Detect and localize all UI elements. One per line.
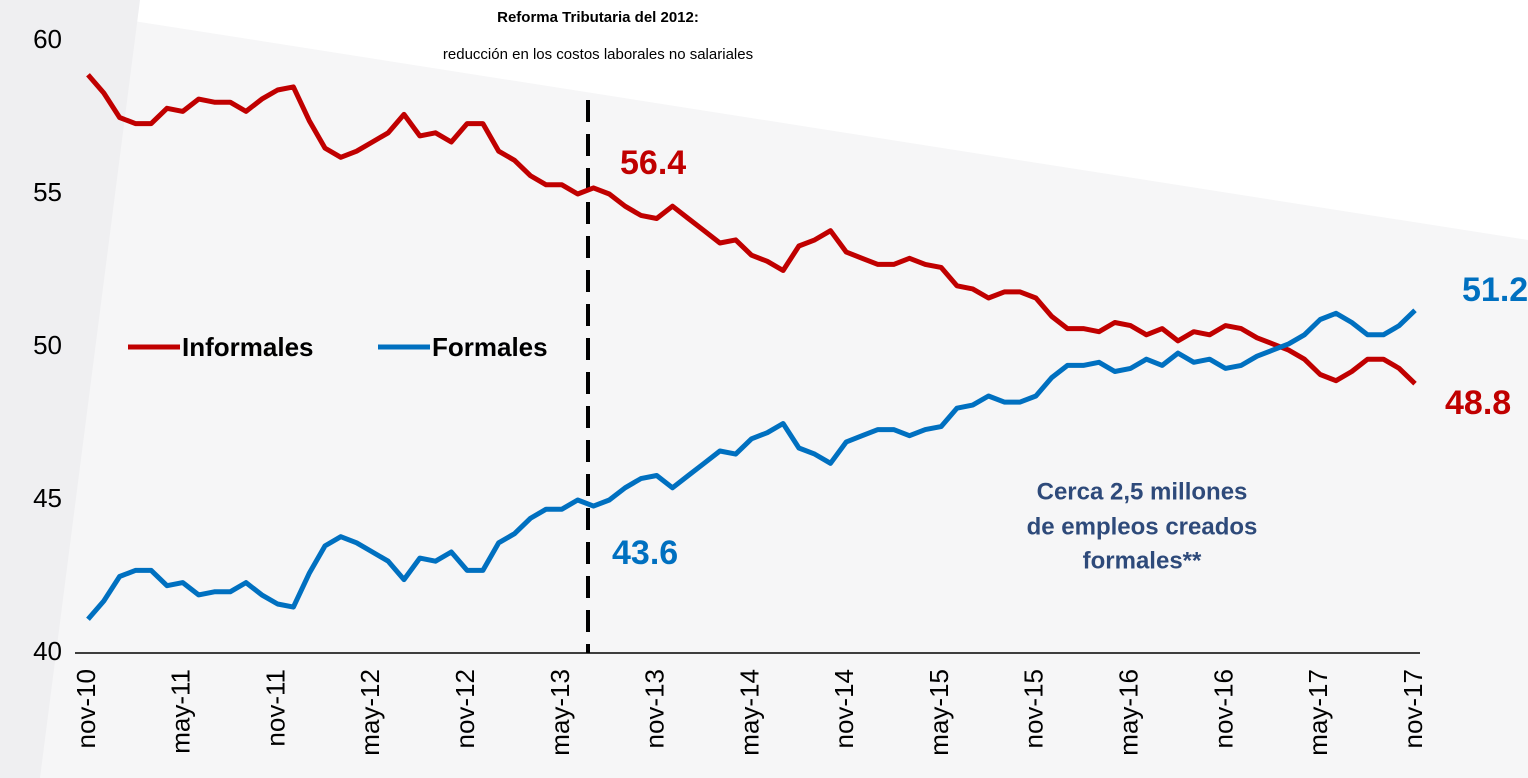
note: de empleos creados — [1027, 513, 1258, 540]
y-tick-label: 40 — [33, 636, 62, 666]
series-line — [86, 73, 1417, 386]
note: formales** — [1083, 547, 1202, 574]
annotation: 43.6 — [612, 534, 678, 572]
y-tick-label: 60 — [33, 24, 62, 54]
annotation: 56.4 — [620, 144, 686, 182]
legend-label: Informales — [182, 332, 314, 362]
chart-subtitle: reducción en los costos laborales no sal… — [443, 46, 753, 63]
chart-title: Reforma Tributaria del 2012: — [497, 9, 699, 26]
annotation: 48.8 — [1445, 384, 1511, 422]
background-shape — [0, 0, 140, 778]
y-tick-label: 45 — [33, 483, 62, 513]
x-tick-label: may-12 — [355, 669, 385, 756]
x-tick-label: may-13 — [545, 669, 575, 756]
y-tick-label: 55 — [33, 177, 62, 207]
x-tick-label: nov-11 — [260, 669, 290, 747]
x-tick-label: nov-12 — [450, 669, 480, 749]
x-tick-label: nov-13 — [640, 669, 670, 749]
legend-label: Formales — [432, 332, 548, 362]
x-tick-label: may-16 — [1114, 669, 1144, 756]
x-tick-label: nov-17 — [1398, 669, 1428, 749]
x-tick-label: may-14 — [734, 669, 764, 756]
x-tick-label: nov-14 — [829, 669, 859, 749]
x-tick-label: may-15 — [924, 669, 954, 756]
y-tick-label: 50 — [33, 330, 62, 360]
x-tick-label: may-17 — [1303, 669, 1333, 756]
x-tick-label: nov-16 — [1208, 669, 1238, 749]
note: Cerca 2,5 millones — [1037, 478, 1248, 505]
x-tick-label: may-11 — [166, 669, 196, 754]
series-line — [86, 308, 1417, 621]
x-tick-label: nov-10 — [71, 669, 101, 749]
x-tick-label: nov-15 — [1019, 669, 1049, 749]
annotation: 51.2 — [1462, 271, 1528, 309]
